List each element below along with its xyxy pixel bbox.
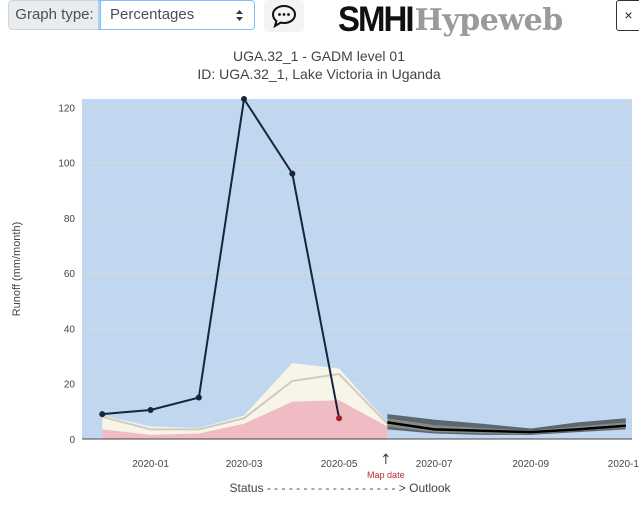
x-tick-label: 2020-05 — [321, 459, 358, 470]
toolbar: Graph type: Percentages SMHIHypeweb × — [8, 0, 639, 38]
graph-type-control: Graph type: Percentages — [8, 0, 255, 30]
y-tick-label: 100 — [58, 159, 75, 170]
graph-type-label: Graph type: — [8, 0, 100, 30]
x-axis-label: Status - - - - - - - - - - - - - - - - -… — [230, 481, 452, 495]
chart-subtitle: ID: UGA.32_1, Lake Victoria in Uganda — [197, 66, 441, 82]
runoff-chart: UGA.32_1 - GADM level 01 ID: UGA.32_1, L… — [11, 48, 639, 495]
status-bands — [102, 362, 389, 439]
y-tick-label: 40 — [64, 324, 76, 335]
y-tick-label: 60 — [64, 269, 76, 280]
status-lower-band — [102, 400, 388, 439]
map-date-marker: Map date — [367, 453, 405, 480]
observed-point — [195, 394, 202, 401]
x-tick-label: 2020-09 — [512, 459, 549, 470]
x-axis-ticks: 2020-01 2020-03 2020-05 2020-07 2020-09 2020-… — [132, 459, 639, 470]
outlook-bands — [387, 414, 626, 435]
close-button[interactable]: × — [616, 0, 639, 31]
y-axis-label: Runoff (mm/month) — [11, 222, 23, 317]
x-tick-label: 2020-01 — [132, 459, 169, 470]
observed-line — [102, 96, 341, 419]
speech-bubble-icon — [271, 4, 297, 28]
y-axis-ticks: 0 20 40 60 80 100 120 — [58, 103, 75, 446]
outlook-median-line — [387, 421, 626, 434]
observed-point — [241, 96, 248, 102]
map-date-label: Map date — [367, 470, 405, 480]
plot-background — [82, 99, 632, 439]
graph-type-select[interactable]: Percentages — [100, 0, 255, 30]
y-tick-label: 20 — [64, 380, 76, 391]
map-date-arrow-icon — [382, 453, 389, 464]
x-tick-label: 2020-03 — [226, 459, 263, 470]
observed-point — [336, 415, 343, 422]
graph-type-value: Percentages — [110, 6, 195, 23]
comment-button[interactable] — [264, 0, 304, 32]
observed-point — [147, 406, 154, 413]
y-tick-label: 80 — [64, 214, 76, 225]
logo-hypeweb-text: Hypeweb — [414, 3, 564, 38]
x-tick-label: 2020-07 — [416, 459, 453, 470]
y-tick-label: 120 — [58, 103, 75, 114]
logo-smhi-text: SMHI — [338, 0, 414, 39]
observed-point — [289, 170, 296, 177]
y-tick-label: 0 — [69, 435, 75, 446]
select-arrows-icon — [236, 10, 243, 21]
status-median-line — [102, 372, 389, 431]
smhi-hypeweb-logo: SMHIHypeweb — [338, 0, 564, 38]
observed-point — [99, 411, 106, 418]
chart-title: UGA.32_1 - GADM level 01 — [233, 48, 405, 64]
x-tick-label: 2020-11 — [608, 459, 639, 470]
grid-lines — [82, 106, 632, 385]
observed-series — [99, 96, 343, 422]
